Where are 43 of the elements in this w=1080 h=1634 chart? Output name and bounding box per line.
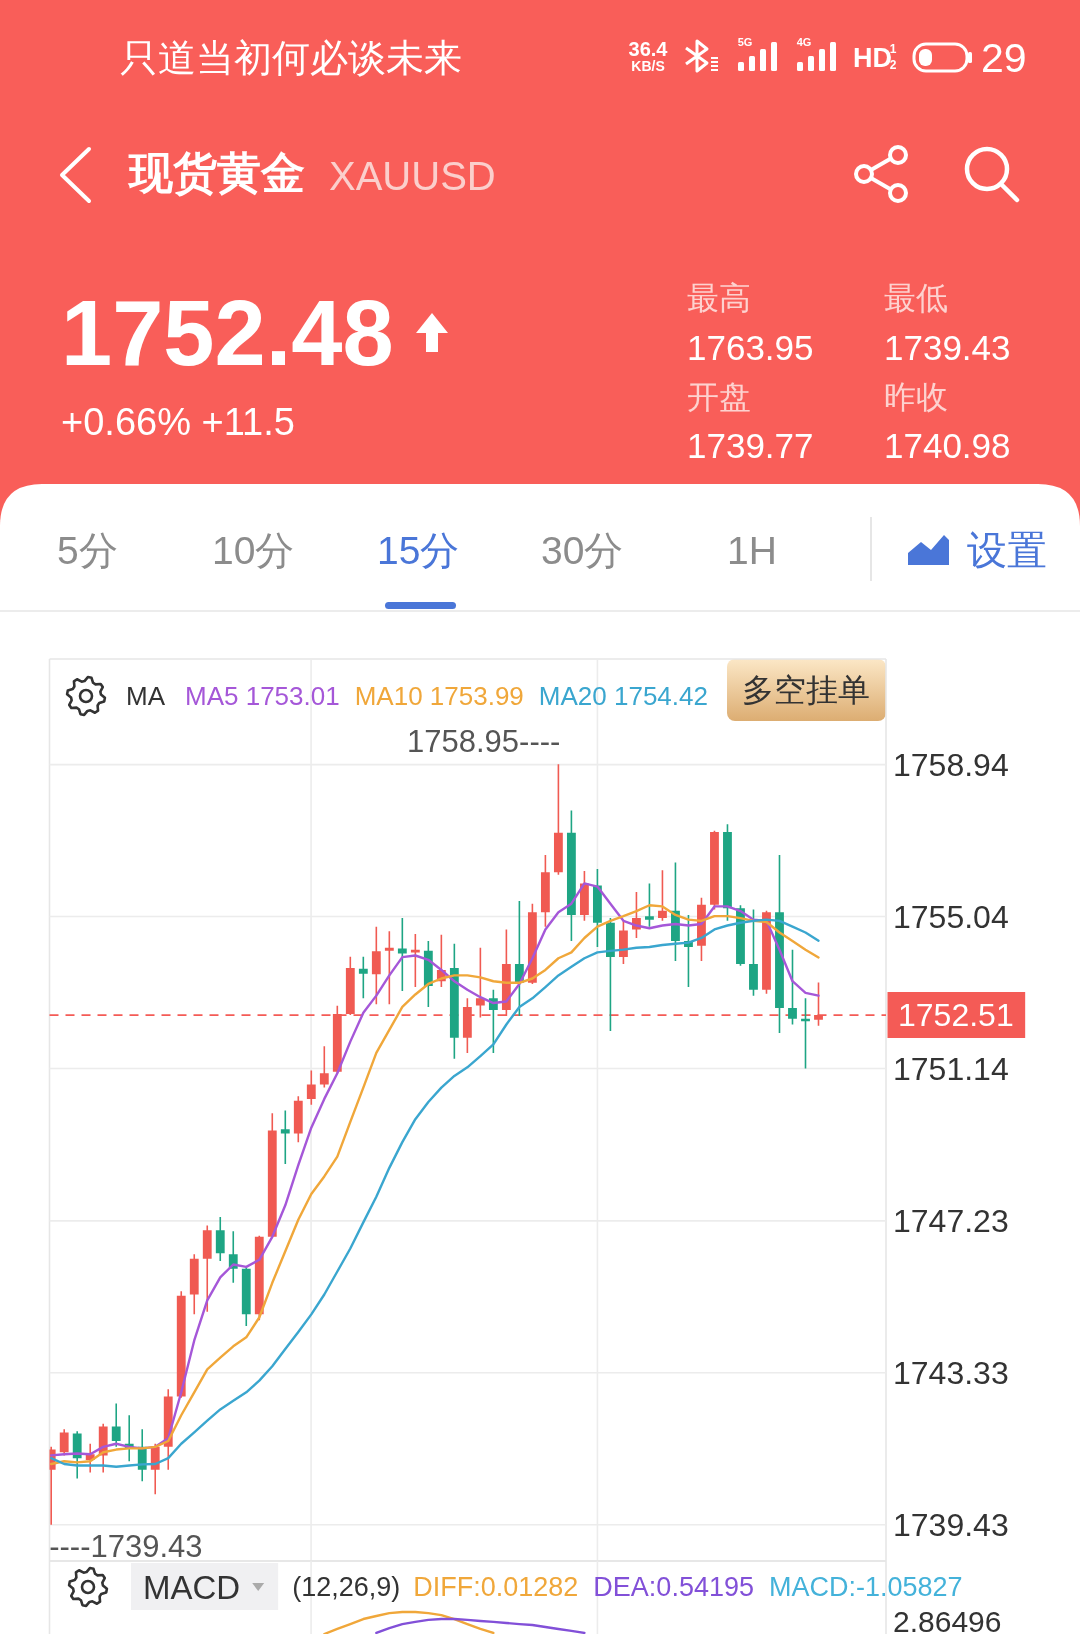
- text: 开盘: [687, 379, 751, 415]
- y-tick-label: 1751.14: [893, 1050, 1009, 1087]
- text: 设置: [967, 528, 1047, 572]
- text: 1740.98: [884, 425, 1011, 465]
- text: 只道当初何必谈未来: [120, 37, 462, 79]
- annotation: ----1739.43: [49, 1529, 203, 1565]
- text: 1752.51: [898, 997, 1014, 1034]
- text: MA5 1753.01: [185, 681, 340, 711]
- chart-title: MACD: [143, 1568, 241, 1606]
- text: 5分: [57, 528, 118, 572]
- text: 5G: [737, 36, 753, 48]
- text: 30分: [541, 528, 624, 572]
- legend-title: MA: [126, 681, 166, 711]
- text: 2.86496: [893, 1604, 1002, 1634]
- chart-subtitle: (12,26,9): [292, 1572, 401, 1602]
- chart-subtitle: XAUUSD: [329, 154, 496, 198]
- chart-title: 现货黄金: [127, 147, 305, 197]
- y-tick-label: 1758.94: [893, 746, 1009, 783]
- text: 15分: [377, 528, 460, 572]
- series-label: DEA:0.54195: [593, 1572, 754, 1602]
- y-tick-label: 1755.04: [893, 898, 1009, 935]
- text: 1H: [727, 528, 777, 572]
- y-tick-label: 1747.23: [893, 1202, 1009, 1239]
- text: MA10 1753.99: [354, 681, 524, 711]
- text: 36.4: [628, 38, 669, 60]
- text: MA20 1754.42: [538, 681, 708, 711]
- annotation: 1758.95----: [407, 723, 561, 759]
- legend-label: MACD:-1.05827: [768, 1572, 963, 1602]
- series-label: DIFF:0.01282: [413, 1572, 579, 1602]
- text: 29: [981, 35, 1027, 81]
- text: KB/S: [631, 58, 665, 74]
- y-tick-label: 1739.43: [893, 1506, 1009, 1543]
- text: 1752.48: [61, 282, 394, 384]
- text: 最高: [687, 280, 751, 316]
- text: 4G: [796, 36, 812, 48]
- text: 昨收: [884, 379, 948, 415]
- text: 1739.77: [687, 425, 814, 465]
- text: +0.66% +11.5: [61, 401, 295, 443]
- text: 10分: [212, 528, 295, 572]
- text: 1763.95: [687, 327, 814, 367]
- annotation: 多空挂单: [742, 672, 870, 708]
- text: 最低: [884, 280, 948, 316]
- y-tick-label: 1743.33: [893, 1354, 1009, 1391]
